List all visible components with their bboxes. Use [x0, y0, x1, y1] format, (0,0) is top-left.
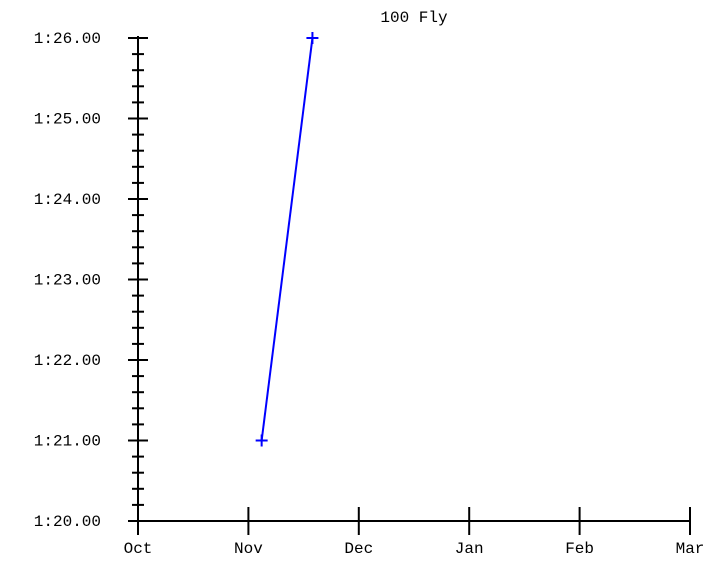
y-tick-label: 1:20.00	[34, 513, 101, 531]
x-tick-label: Mar	[676, 540, 705, 558]
y-tick-label: 1:26.00	[34, 30, 101, 48]
series-group	[255, 32, 319, 447]
x-tick-label: Jan	[455, 540, 484, 558]
y-tick-label: 1:21.00	[34, 433, 101, 451]
y-tick-label: 1:22.00	[34, 352, 101, 370]
y-tick-label: 1:25.00	[34, 111, 101, 129]
y-axis-ticks: 1:20.00 1:21.00 1:22.00 1:23.00 1:24.00 1:25.…	[34, 30, 148, 531]
chart-title: 100 Fly	[380, 9, 448, 27]
x-tick-label: Dec	[344, 540, 373, 558]
x-axis-ticks: Oct Nov Dec Jan Feb Mar	[124, 507, 705, 558]
data-point-marker	[255, 434, 268, 447]
x-tick-label: Nov	[234, 540, 263, 558]
data-point-marker	[306, 32, 319, 44]
x-tick-label: Oct	[124, 540, 153, 558]
y-tick-label: 1:24.00	[34, 191, 101, 209]
series-line	[260, 37, 314, 441]
y-tick-label: 1:23.00	[34, 272, 101, 290]
x-tick-label: Feb	[565, 540, 594, 558]
